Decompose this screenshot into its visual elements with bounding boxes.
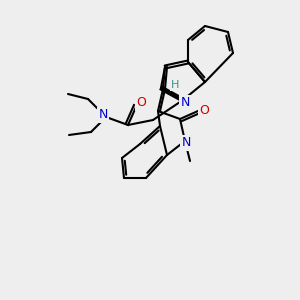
Text: N: N [98, 109, 108, 122]
Text: O: O [136, 97, 146, 110]
Text: O: O [199, 104, 209, 118]
Text: N: N [181, 136, 191, 149]
Text: N: N [180, 97, 190, 110]
Text: H: H [171, 80, 179, 90]
